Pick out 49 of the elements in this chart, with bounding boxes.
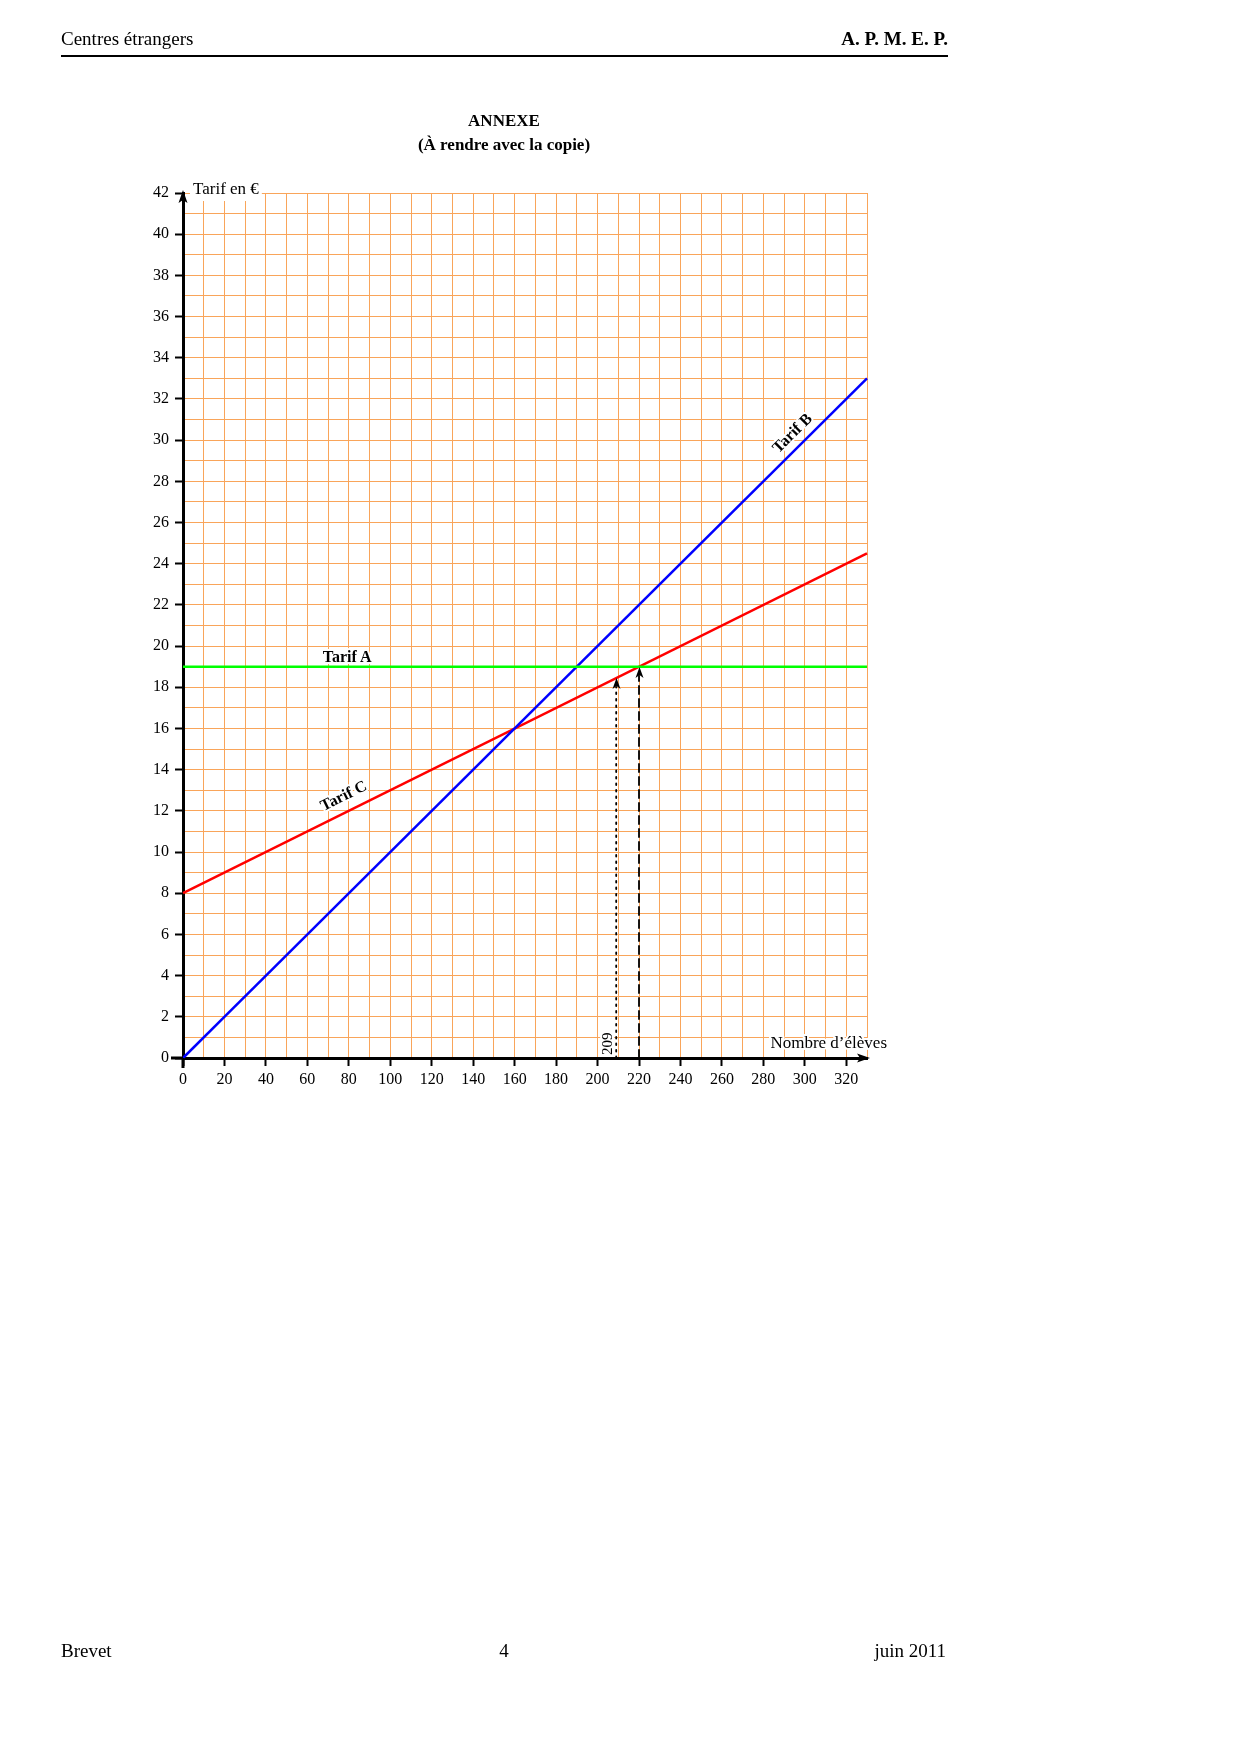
y-tick-label: 14 — [153, 759, 169, 777]
x-tick-label: 280 — [751, 1069, 776, 1087]
y-tick-label: 6 — [161, 924, 169, 942]
y-tick-label: 24 — [153, 553, 169, 571]
x-tick-label: 80 — [340, 1069, 357, 1087]
text: juin 2011 — [874, 1640, 946, 1663]
y-tick-label: 38 — [153, 265, 169, 283]
y-tick-label: 0 — [161, 1048, 169, 1066]
text: A. P. M. E. P. — [841, 28, 948, 51]
y-tick-label: 10 — [153, 842, 169, 860]
chart-subtitle: (À rendre avec la copie) — [416, 135, 592, 156]
y-tick-label: 20 — [153, 636, 169, 654]
y-tick-label: 30 — [153, 430, 169, 448]
ref-line-label: 209 — [599, 1032, 616, 1055]
x-tick-label: 120 — [419, 1069, 444, 1087]
x-tick-label: 60 — [299, 1069, 316, 1087]
x-tick-label: 160 — [502, 1069, 527, 1087]
y-tick-label: 26 — [153, 512, 169, 530]
y-tick-label: 42 — [153, 183, 169, 201]
x-tick-label: 140 — [461, 1069, 486, 1087]
y-tick-label: 32 — [153, 389, 169, 407]
x-tick-label: 260 — [709, 1069, 734, 1087]
y-tick-label: 28 — [153, 471, 169, 489]
x-tick-label: 100 — [378, 1069, 403, 1087]
x-tick-label: 220 — [627, 1069, 651, 1087]
y-tick-label: 16 — [153, 718, 169, 736]
x-tick-label: 180 — [544, 1069, 569, 1087]
y-axis-title: Tarif en € — [193, 179, 260, 199]
y-tick-label: 34 — [153, 347, 169, 365]
x-tick-label: 20 — [216, 1069, 233, 1087]
text: Brevet — [61, 1640, 112, 1663]
x-tick-label: 0 — [179, 1069, 187, 1087]
y-tick-label: 8 — [161, 883, 169, 901]
y-tick-label: 40 — [153, 224, 169, 242]
chart-title: ANNEXE — [467, 111, 541, 132]
text: Tarif C — [317, 776, 370, 814]
y-tick-label: 2 — [161, 1007, 169, 1025]
y-tick-label: 18 — [153, 677, 169, 695]
x-tick-label: 200 — [585, 1069, 610, 1087]
y-tick-label: 22 — [153, 595, 169, 613]
x-tick-label: 40 — [257, 1069, 274, 1087]
y-tick-label: 12 — [153, 801, 169, 819]
text: Centres étrangers — [61, 28, 194, 51]
y-tick-label: 4 — [161, 965, 169, 983]
y-tick-label: 36 — [153, 306, 169, 324]
text: 4 — [498, 1640, 510, 1663]
x-tick-label: 320 — [834, 1069, 859, 1087]
x-tick-label: 300 — [792, 1069, 817, 1087]
x-tick-label: 240 — [668, 1069, 693, 1087]
